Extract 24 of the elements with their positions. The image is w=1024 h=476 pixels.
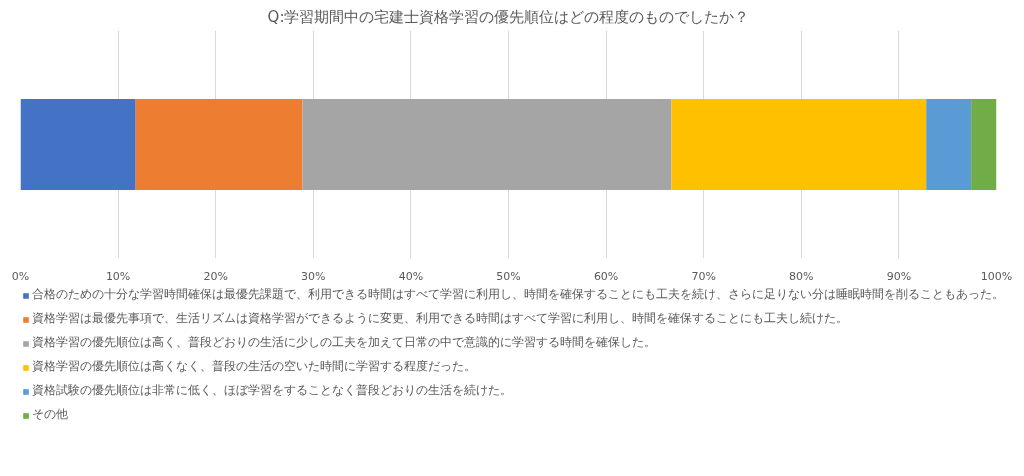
- x-tick-label: 50%: [496, 269, 521, 283]
- x-tick-label: 30%: [301, 269, 326, 283]
- x-tick-label: 90%: [886, 269, 912, 283]
- x-tick-label: 60%: [593, 269, 619, 283]
- bar: [971, 98, 997, 191]
- x-tick-label: 10%: [105, 269, 131, 283]
- x-tick-label: 40%: [398, 269, 424, 283]
- legend-label: 資格学習の優先順位は高く、普段どおりの生活に少しの工夫を加えて日常の中で意識的に学習する時間を確保した。: [32, 335, 656, 351]
- x-tick-label: 100%: [980, 269, 1013, 283]
- bar: [135, 98, 303, 191]
- chart-title: Q:学習期間中の宅建士資格学習の優先順位はどの程度のものでしたか？: [267, 7, 750, 26]
- x-tick-label: 20%: [203, 269, 228, 283]
- legend-label: 合格のための十分な学習時間確保は最優先課題で、利用できる時間はすべて学習に利用し、時間を確保することにも工夫を続け、さらに足りない分は睡眠時間を削ることもあった。: [32, 287, 997, 303]
- bar: [671, 98, 927, 191]
- bar: [926, 98, 972, 191]
- legend-label: その他: [32, 407, 68, 423]
- bar: [20, 98, 136, 191]
- x-tick-label: 80%: [789, 269, 814, 283]
- bar: [302, 98, 672, 191]
- legend-label: 資格学習の優先順位は高くなく、普段の生活の空いた時間に学習する程度だった。: [32, 359, 476, 375]
- x-tick-label: 70%: [691, 269, 716, 283]
- x-tick-label: 0%: [11, 269, 30, 283]
- legend-label: 資格学習は最優先事項で、生活リズムは資格学習ができるように変更、利用できる時間はすべて学習に利用し、時間を確保することにも工夫し続けた。: [32, 311, 848, 327]
- legend-label: 資格試験の優先順位は非常に低く、ほぼ学習をすることなく普段どおりの生活を続けた。: [32, 383, 512, 399]
